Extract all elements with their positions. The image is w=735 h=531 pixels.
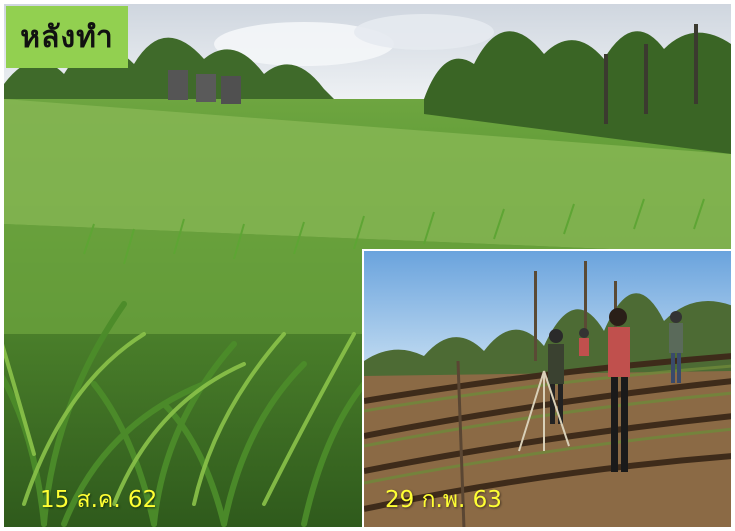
terraced-field-photo <box>362 249 731 527</box>
page-title: หลังทำ <box>6 6 128 68</box>
date-label-after: 29 ก.พ. 63 <box>385 487 502 513</box>
date-label-before: 15 ส.ค. 62 <box>40 487 158 513</box>
